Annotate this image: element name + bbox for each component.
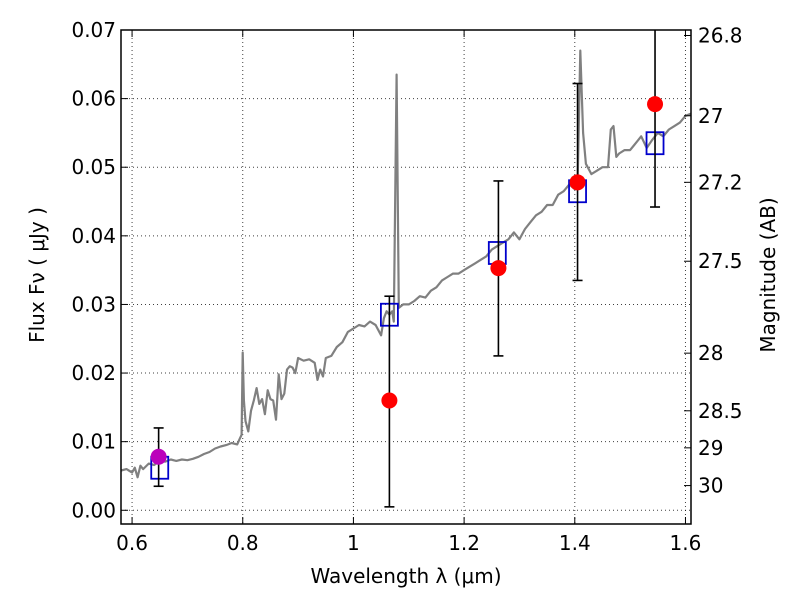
x-tick-label: 1.6 — [670, 531, 702, 555]
observed-flux-point — [150, 448, 167, 465]
y2-axis-title: Magnitude (AB) — [756, 197, 780, 352]
y2-tick-label: 28.5 — [698, 399, 743, 423]
y-tick-label: 0.02 — [71, 361, 116, 385]
x-axis-title: Wavelength λ (μm) — [310, 564, 501, 588]
spectrum-line — [120, 49, 692, 479]
x-tick-label: 1.2 — [448, 531, 480, 555]
y2-tick-label: 26.8 — [698, 23, 743, 47]
y-tick-label: 0.03 — [71, 292, 116, 316]
y2-tick-labels: 26.8 27 27.2 27.5 28 28.5 29 30 — [698, 23, 743, 497]
x-tick-labels: 0.6 0.8 1 1.2 1.4 1.6 — [116, 531, 701, 555]
observed-flux-point — [647, 96, 664, 113]
x-tick-label: 1.4 — [559, 531, 591, 555]
observed-flux-point — [490, 260, 507, 277]
x-tick-label: 0.6 — [116, 531, 148, 555]
y2-tick-label: 27.5 — [698, 249, 743, 273]
y2-tick-label: 29 — [698, 436, 723, 460]
tick-marks — [121, 29, 691, 524]
y-axis-title: Flux Fν ( μJy ) — [25, 207, 49, 343]
y-tick-label: 0.01 — [71, 430, 116, 454]
y2-tick-label: 28 — [698, 341, 723, 365]
y-tick-label: 0.07 — [71, 18, 116, 42]
x-tick-label: 1 — [347, 531, 360, 555]
y-tick-label: 0.06 — [71, 87, 116, 111]
observed-flux-point — [381, 392, 398, 409]
observed-flux-point — [569, 174, 586, 191]
y2-tick-label: 30 — [698, 474, 723, 498]
y-tick-label: 0.05 — [71, 155, 116, 179]
spectrum-layer — [120, 49, 692, 479]
y-tick-labels: 0.00 0.01 0.02 0.03 0.04 0.05 0.06 0.07 — [71, 18, 116, 522]
plot-frame — [120, 29, 692, 525]
x-tick-label: 0.8 — [227, 531, 259, 555]
y-tick-label: 0.00 — [71, 498, 116, 522]
y2-tick-label: 27.2 — [698, 170, 743, 194]
y-tick-label: 0.04 — [71, 224, 116, 248]
y2-tick-label: 27 — [698, 104, 723, 128]
markers-layer — [150, 30, 665, 508]
